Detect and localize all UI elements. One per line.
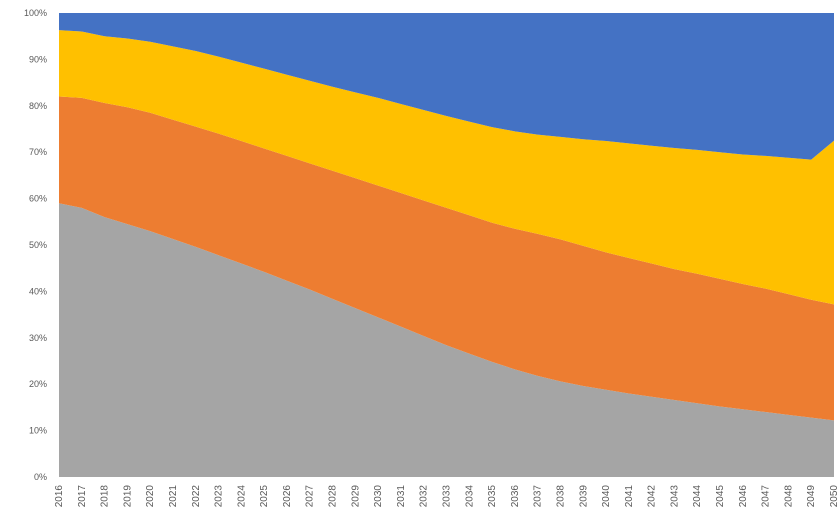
x-tick-label: 2035 [487,485,498,508]
x-tick-label: 2049 [806,485,817,508]
y-tick-label: 40% [29,286,47,296]
y-tick-label: 30% [29,333,47,343]
x-tick-label: 2031 [396,485,407,508]
x-tick-label: 2046 [738,485,749,508]
x-tick-label: 2042 [647,485,658,508]
x-tick-label: 2022 [191,485,202,508]
x-tick-label: 2019 [122,485,133,508]
x-tick-label: 2037 [533,485,544,508]
y-tick-label: 80% [29,101,47,111]
x-tick-label: 2021 [168,485,179,508]
x-tick-label: 2032 [419,485,430,508]
y-tick-label: 20% [29,379,47,389]
x-tick-label: 2034 [464,485,475,508]
x-tick-label: 2036 [510,485,521,508]
x-tick-label: 2027 [305,485,316,508]
x-tick-label: 2025 [259,485,270,508]
y-tick-label: 60% [29,194,47,204]
x-tick-label: 2026 [282,485,293,508]
area-series-group [59,13,834,478]
area-series-2 [59,96,834,421]
x-tick-label: 2018 [100,485,111,508]
x-tick-label: 2020 [145,485,156,508]
x-tick-label: 2030 [373,485,384,508]
area-series-3 [59,30,834,305]
x-tick-label: 2028 [328,485,339,508]
x-tick-label: 2038 [555,485,566,508]
x-tick-label: 2050 [829,485,840,508]
x-tick-label: 2016 [54,485,65,508]
y-tick-label: 50% [29,240,47,250]
y-tick-label: 10% [29,426,47,436]
x-tick-label: 2017 [77,485,88,508]
y-tick-label: 70% [29,147,47,157]
x-axis-tick-labels: 2016 2017 2018 2019 2020 2021 2022 2023 2024 2025… [54,485,840,508]
y-tick-label: 0% [34,472,47,482]
x-tick-label: 2040 [601,485,612,508]
x-tick-label: 2044 [692,485,703,508]
x-tick-label: 2048 [783,485,794,508]
x-tick-label: 2024 [236,485,247,508]
y-axis-tick-labels: 0% 10% 20% 30% 40% 50% 60% 70% 80% 90% 100% [24,8,47,482]
x-tick-label: 2023 [214,485,225,508]
x-tick-label: 2043 [669,485,680,508]
x-tick-label: 2041 [624,485,635,508]
area-series-4 [59,13,834,160]
y-tick-label: 100% [24,8,47,18]
area-series-1 [59,203,834,478]
x-tick-label: 2047 [761,485,772,508]
x-tick-label: 2033 [442,485,453,508]
y-tick-label: 90% [29,54,47,64]
x-tick-label: 2039 [578,485,589,508]
x-tick-label: 2029 [350,485,361,508]
x-tick-label: 2045 [715,485,726,508]
